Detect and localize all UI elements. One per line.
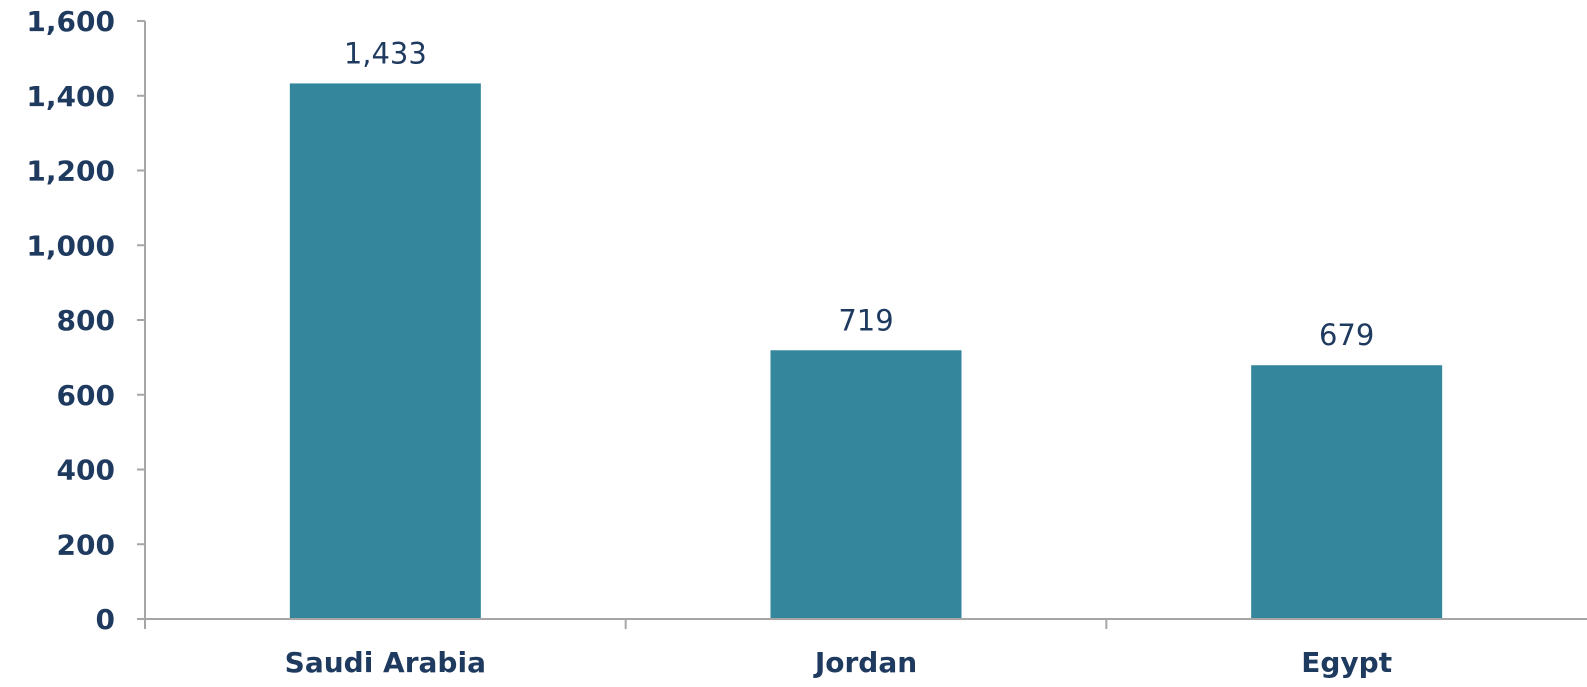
y-tick-label: 1,400 bbox=[26, 80, 115, 113]
data-label: 719 bbox=[838, 303, 893, 337]
y-tick-label: 1,000 bbox=[26, 229, 115, 262]
y-tick-label: 200 bbox=[57, 528, 115, 561]
bar bbox=[289, 83, 481, 619]
y-axis: 0 200 400 600 800 1,000 1,200 1,400 1,600 bbox=[26, 5, 146, 636]
bars bbox=[289, 83, 1443, 619]
x-category-label: Saudi Arabia bbox=[285, 646, 486, 679]
data-label: 679 bbox=[1319, 318, 1374, 352]
y-tick-label: 600 bbox=[57, 379, 115, 412]
x-category-label: Jordan bbox=[813, 646, 917, 679]
data-label: 1,433 bbox=[344, 36, 427, 70]
y-tick-label: 800 bbox=[57, 304, 115, 337]
bar bbox=[770, 350, 962, 619]
x-category-label: Egypt bbox=[1301, 646, 1392, 679]
y-tick-label: 1,600 bbox=[26, 5, 115, 38]
bar bbox=[1251, 365, 1443, 619]
y-tick-label: 0 bbox=[96, 603, 115, 636]
y-tick-label: 1,200 bbox=[26, 155, 115, 188]
x-axis: Saudi Arabia Jordan Egypt bbox=[144, 618, 1587, 679]
y-tick-label: 400 bbox=[57, 454, 115, 487]
data-labels: 1,433 719 679 bbox=[344, 36, 1375, 352]
